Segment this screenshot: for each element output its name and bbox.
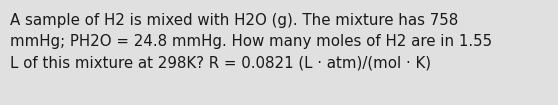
Text: A sample of H2 is mixed with H2O (g). The mixture has 758
mmHg; PH2O = 24.8 mmHg: A sample of H2 is mixed with H2O (g). Th… (10, 13, 492, 71)
